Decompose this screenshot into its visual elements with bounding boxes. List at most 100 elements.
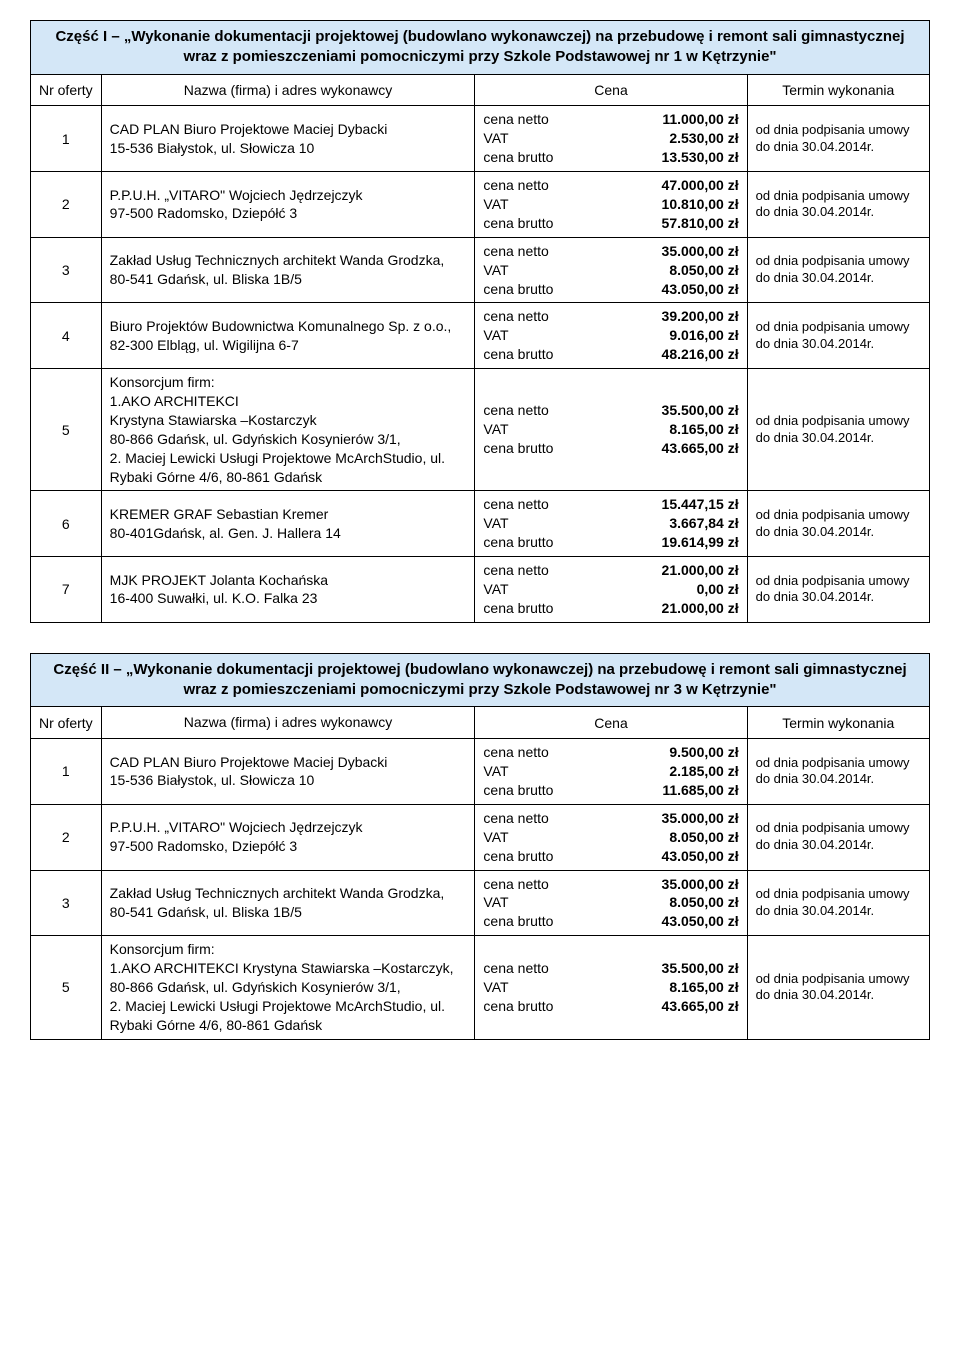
cell-firm: P.P.U.H. „VITARO" Wojciech Jędrzejczyk97… — [101, 172, 475, 238]
price-block: cena netto11.000,00 złVAT2.530,00 złcena… — [483, 110, 738, 167]
price-brutto: 19.614,99 zł — [662, 533, 739, 552]
price-label-vat: VAT — [483, 420, 649, 439]
cell-cena: cena netto35.000,00 złVAT8.050,00 złcena… — [475, 237, 747, 303]
price-vat: 8.165,00 zł — [662, 978, 739, 997]
table-row: 6KREMER GRAF Sebastian Kremer80-401Gdańs… — [31, 491, 930, 557]
cell-nr: 6 — [31, 491, 102, 557]
cell-nr: 5 — [31, 936, 102, 1039]
price-netto: 47.000,00 zł — [662, 176, 739, 195]
price-label-netto: cena netto — [483, 176, 649, 195]
table-row: 5Konsorcjum firm:1.AKO ARCHITEKCI Krysty… — [31, 936, 930, 1039]
price-block: cena netto39.200,00 złVAT9.016,00 złcena… — [483, 307, 738, 364]
header-termin: Termin wykonania — [747, 707, 929, 739]
cell-firm: CAD PLAN Biuro Projektowe Maciej Dybacki… — [101, 739, 475, 805]
cell-termin: od dnia podpisania umowy do dnia 30.04.2… — [747, 172, 929, 238]
price-label-vat: VAT — [483, 514, 649, 533]
price-label-brutto: cena brutto — [483, 912, 649, 931]
price-label-vat: VAT — [483, 129, 649, 148]
cell-firm: KREMER GRAF Sebastian Kremer80-401Gdańsk… — [101, 491, 475, 557]
table-title-row: Część II – „Wykonanie dokumentacji proje… — [31, 653, 930, 707]
table-row: 2P.P.U.H. „VITARO" Wojciech Jędrzejczyk9… — [31, 804, 930, 870]
offers-table-0: Część I – „Wykonanie dokumentacji projek… — [30, 20, 930, 623]
price-netto: 35.000,00 zł — [662, 242, 739, 261]
price-brutto: 43.050,00 zł — [662, 847, 739, 866]
header-termin: Termin wykonania — [747, 74, 929, 106]
cell-cena: cena netto35.500,00 złVAT8.165,00 złcena… — [475, 936, 747, 1039]
price-netto: 15.447,15 zł — [662, 495, 739, 514]
cell-cena: cena netto35.500,00 złVAT8.165,00 złcena… — [475, 369, 747, 491]
price-brutto: 13.530,00 zł — [662, 148, 739, 167]
price-label-netto: cena netto — [483, 561, 649, 580]
price-label-brutto: cena brutto — [483, 599, 649, 618]
price-brutto: 21.000,00 zł — [662, 599, 739, 618]
price-label-vat: VAT — [483, 762, 650, 781]
price-label-vat: VAT — [483, 580, 649, 599]
offers-table-1: Część II – „Wykonanie dokumentacji proje… — [30, 653, 930, 1040]
cell-nr: 2 — [31, 804, 102, 870]
table-row: 5Konsorcjum firm:1.AKO ARCHITEKCIKrystyn… — [31, 369, 930, 491]
price-label-brutto: cena brutto — [483, 533, 649, 552]
price-vat: 8.050,00 zł — [662, 828, 739, 847]
price-block: cena netto35.000,00 złVAT8.050,00 złcena… — [483, 809, 738, 866]
table-header-row: Nr ofertyNazwa (firma) i adres wykonawcy… — [31, 74, 930, 106]
price-label-brutto: cena brutto — [483, 997, 649, 1016]
header-firma: Nazwa (firma) i adres wykonawcy — [101, 707, 475, 739]
cell-nr: 1 — [31, 106, 102, 172]
cell-termin: od dnia podpisania umowy do dnia 30.04.2… — [747, 557, 929, 623]
table-row: 4Biuro Projektów Budownictwa Komunalnego… — [31, 303, 930, 369]
price-label-netto: cena netto — [483, 743, 650, 762]
price-label-netto: cena netto — [483, 959, 649, 978]
price-brutto: 43.050,00 zł — [662, 912, 739, 931]
price-label-brutto: cena brutto — [483, 847, 649, 866]
price-label-brutto: cena brutto — [483, 345, 649, 364]
header-nr: Nr oferty — [31, 707, 102, 739]
price-label-vat: VAT — [483, 261, 649, 280]
table-title: Część II – „Wykonanie dokumentacji proje… — [31, 653, 930, 707]
cell-cena: cena netto 21.000,00 zł VAT 0,00 zł cena bru… — [475, 557, 747, 623]
cell-firm: CAD PLAN Biuro Projektowe Maciej Dybacki… — [101, 106, 475, 172]
table-title: Część I – „Wykonanie dokumentacji projek… — [31, 21, 930, 75]
price-block: cena netto35.000,00 złVAT8.050,00 złcena… — [483, 242, 738, 299]
cell-nr: 1 — [31, 739, 102, 805]
price-brutto: 57.810,00 zł — [662, 214, 739, 233]
cell-termin: od dnia podpisania umowy do dnia 30.04.2… — [747, 237, 929, 303]
price-vat: 2.530,00 zł — [662, 129, 739, 148]
price-label-netto: cena netto — [483, 495, 649, 514]
price-block: cena netto35.000,00 złVAT8.050,00 złcena… — [483, 875, 738, 932]
price-netto: 35.000,00 zł — [662, 809, 739, 828]
cell-termin: od dnia podpisania umowy do dnia 30.04.2… — [747, 804, 929, 870]
cell-firm: Konsorcjum firm:1.AKO ARCHITEKCI Krystyn… — [101, 936, 475, 1039]
price-label-vat: VAT — [483, 893, 649, 912]
price-vat: 8.050,00 zł — [662, 893, 739, 912]
cell-termin: od dnia podpisania umowy do dnia 30.04.2… — [747, 106, 929, 172]
price-label-netto: cena netto — [483, 242, 649, 261]
price-label-netto: cena netto — [483, 809, 649, 828]
header-cena: Cena — [475, 707, 747, 739]
price-label-netto: cena netto — [483, 401, 649, 420]
price-label-vat: VAT — [483, 978, 649, 997]
price-netto: 35.000,00 zł — [662, 875, 739, 894]
cell-nr: 3 — [31, 870, 102, 936]
cell-termin: od dnia podpisania umowy do dnia 30.04.2… — [747, 936, 929, 1039]
cell-nr: 5 — [31, 369, 102, 491]
cell-firm: P.P.U.H. „VITARO" Wojciech Jędrzejczyk97… — [101, 804, 475, 870]
cell-cena: cena netto15.447,15 złVAT3.667,84 złcena… — [475, 491, 747, 557]
header-cena: Cena — [475, 74, 747, 106]
price-brutto: 48.216,00 zł — [662, 345, 739, 364]
price-netto: 39.200,00 zł — [662, 307, 739, 326]
table-header-row: Nr ofertyNazwa (firma) i adres wykonawcy… — [31, 707, 930, 739]
price-label-brutto: cena brutto — [483, 781, 650, 800]
table-title-row: Część I – „Wykonanie dokumentacji projek… — [31, 21, 930, 75]
table-row: 3Zakład Usług Technicznych architekt Wan… — [31, 870, 930, 936]
cell-nr: 4 — [31, 303, 102, 369]
price-vat: 0,00 zł — [662, 580, 739, 599]
table-row: 2P.P.U.H. „VITARO" Wojciech Jędrzejczyk9… — [31, 172, 930, 238]
price-label-brutto: cena brutto — [483, 214, 649, 233]
price-block: cena netto15.447,15 złVAT3.667,84 złcena… — [483, 495, 738, 552]
cell-cena: cena netto11.000,00 złVAT2.530,00 złcena… — [475, 106, 747, 172]
header-nr: Nr oferty — [31, 74, 102, 106]
price-block: cena netto9.500,00 złVAT2.185,00 złcena … — [483, 743, 738, 800]
price-label-netto: cena netto — [483, 110, 649, 129]
cell-nr: 3 — [31, 237, 102, 303]
cell-firm: Zakład Usług Technicznych architekt Wand… — [101, 870, 475, 936]
